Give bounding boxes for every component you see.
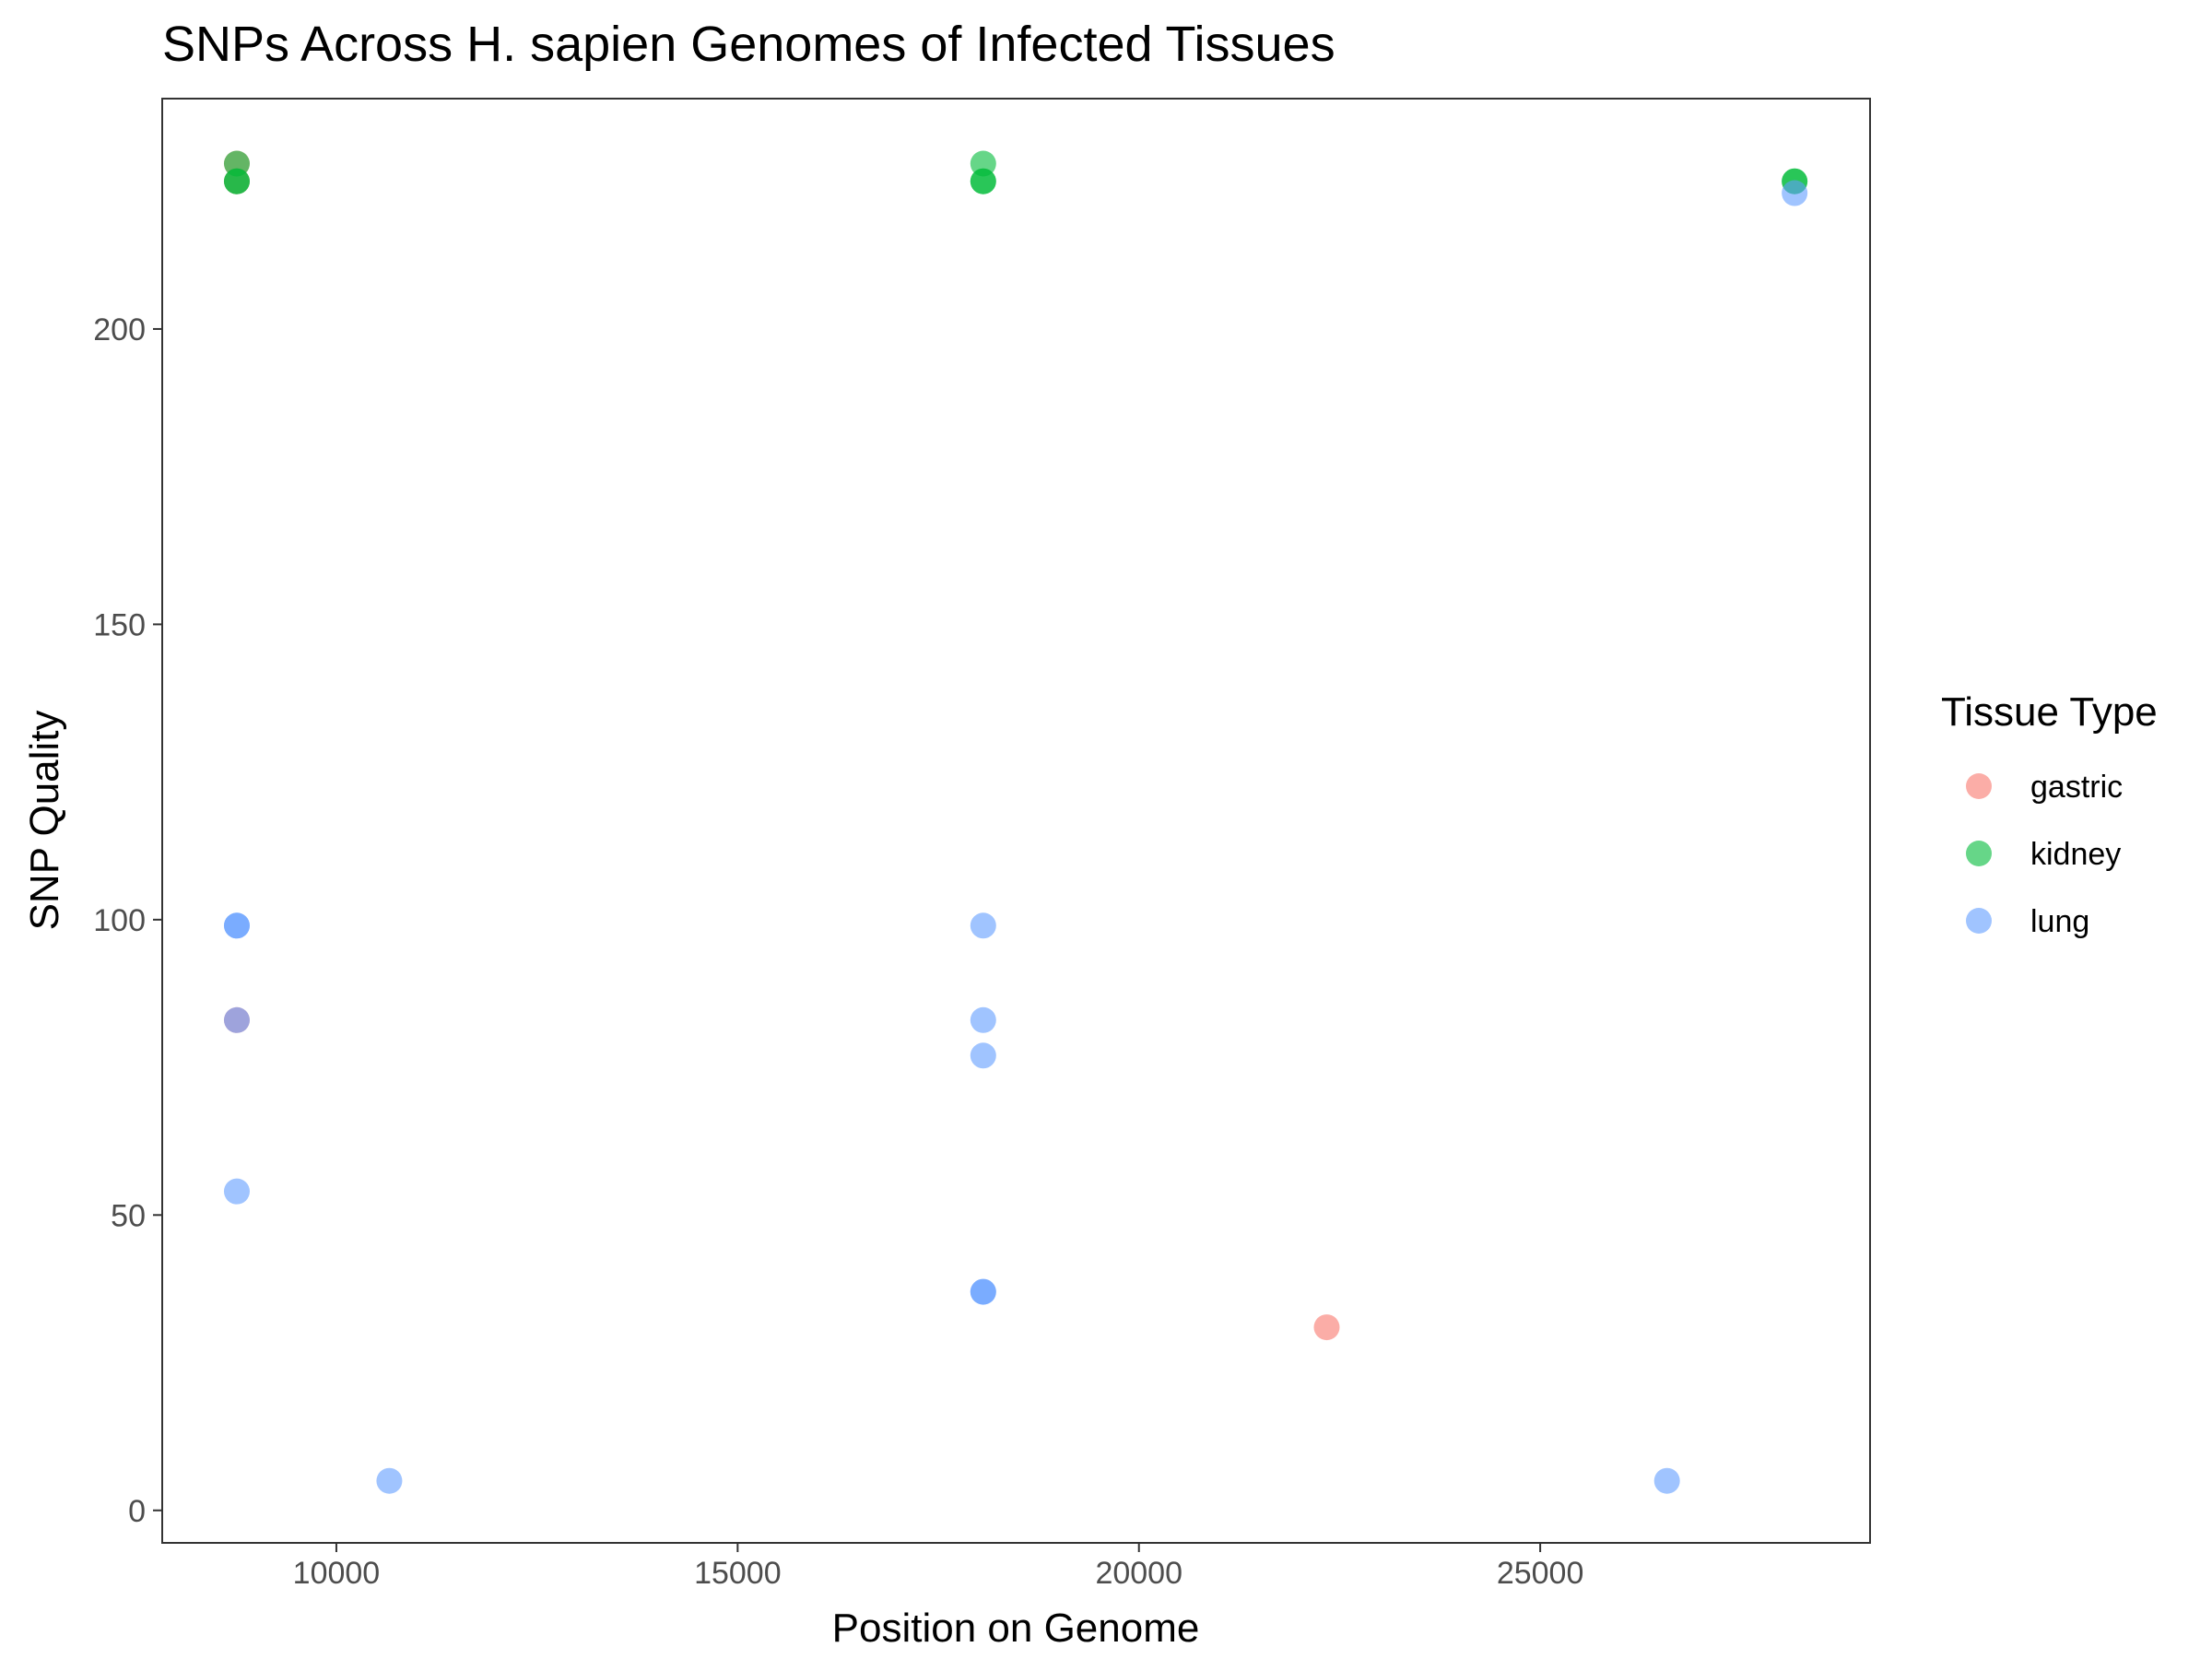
y-axis-title: SNP Quality <box>22 711 67 931</box>
x-axis-title: Position on Genome <box>832 1606 1200 1651</box>
data-point-lung <box>970 1006 996 1033</box>
data-point-gastric <box>1313 1314 1340 1341</box>
data-point-lung <box>1653 1467 1680 1494</box>
y-tick-label: 50 <box>111 1198 146 1233</box>
legend-label-lung: lung <box>2030 904 2089 939</box>
data-point-kidney <box>223 150 250 177</box>
data-point-lung <box>970 1278 996 1305</box>
x-tick-label: 15000 <box>694 1556 782 1591</box>
legend-items: gastric kidney lung <box>1966 770 2123 939</box>
x-tick-label: 25000 <box>1497 1556 1584 1591</box>
data-point-kidney <box>223 168 250 194</box>
data-point-lung <box>223 1006 250 1033</box>
x-axis: 10000 15000 20000 25000 <box>293 1543 1584 1591</box>
plot-panel <box>161 98 1871 1544</box>
y-tick-label: 200 <box>93 312 146 347</box>
data-point-lung <box>970 1042 996 1069</box>
legend-label-gastric: gastric <box>2030 770 2123 805</box>
data-point-lung <box>970 912 996 939</box>
legend: Tissue Type gastric kidney lung <box>1941 689 2158 939</box>
data-point-kidney <box>970 150 996 177</box>
data-point-lung <box>223 1178 250 1205</box>
legend-title: Tissue Type <box>1941 689 2158 735</box>
points-layer <box>223 150 1808 1494</box>
legend-key-gastric <box>1966 773 1992 799</box>
y-tick-label: 0 <box>128 1494 146 1529</box>
data-point-kidney <box>970 168 996 194</box>
legend-key-lung <box>1966 908 1992 934</box>
data-point-lung <box>376 1467 403 1494</box>
y-axis: 0 50 100 150 200 <box>93 312 162 1529</box>
data-point-lung <box>1782 180 1808 206</box>
x-tick-label: 20000 <box>1095 1556 1182 1591</box>
data-point-lung <box>223 912 250 939</box>
y-tick-label: 100 <box>93 903 146 938</box>
legend-key-kidney <box>1966 841 1992 866</box>
x-tick-label: 10000 <box>293 1556 381 1591</box>
y-tick-label: 150 <box>93 607 146 642</box>
chart-title: SNPs Across H. sapien Genomes of Infecte… <box>162 17 1335 72</box>
legend-label-kidney: kidney <box>2030 837 2121 872</box>
